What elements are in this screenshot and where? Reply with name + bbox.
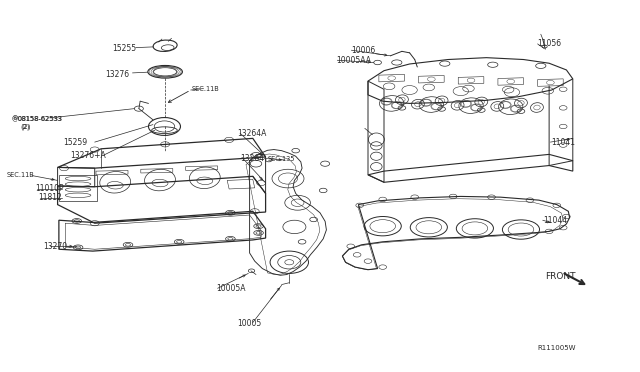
- Text: SEC.135: SEC.135: [268, 156, 295, 162]
- Text: (2): (2): [22, 123, 31, 130]
- Text: (2): (2): [20, 123, 30, 130]
- Text: 15259: 15259: [63, 138, 87, 147]
- Text: 11044: 11044: [543, 216, 567, 225]
- Text: 13270: 13270: [44, 242, 68, 251]
- Text: R111005W: R111005W: [538, 345, 576, 351]
- Text: 10006: 10006: [351, 46, 375, 55]
- Text: SEC.11B: SEC.11B: [6, 172, 34, 178]
- Text: 10005A: 10005A: [216, 284, 246, 293]
- Text: 11812: 11812: [38, 193, 62, 202]
- Text: 13264: 13264: [240, 154, 264, 163]
- Text: 10005: 10005: [237, 319, 261, 328]
- Text: FRONT: FRONT: [545, 272, 576, 280]
- Text: 13276+A: 13276+A: [70, 151, 106, 160]
- Text: 11056: 11056: [538, 39, 562, 48]
- Text: @08158-62533: @08158-62533: [12, 116, 63, 122]
- Text: 13264A: 13264A: [237, 129, 266, 138]
- Text: 11010P: 11010P: [35, 185, 64, 193]
- Text: 15255: 15255: [112, 44, 136, 53]
- Text: SEC.11B: SEC.11B: [192, 86, 220, 92]
- Text: 10005AA: 10005AA: [336, 56, 371, 65]
- Text: 13276: 13276: [106, 70, 130, 79]
- Text: ®: ®: [12, 116, 18, 122]
- Text: 11041: 11041: [552, 138, 576, 147]
- Text: 08158-62533: 08158-62533: [18, 116, 63, 122]
